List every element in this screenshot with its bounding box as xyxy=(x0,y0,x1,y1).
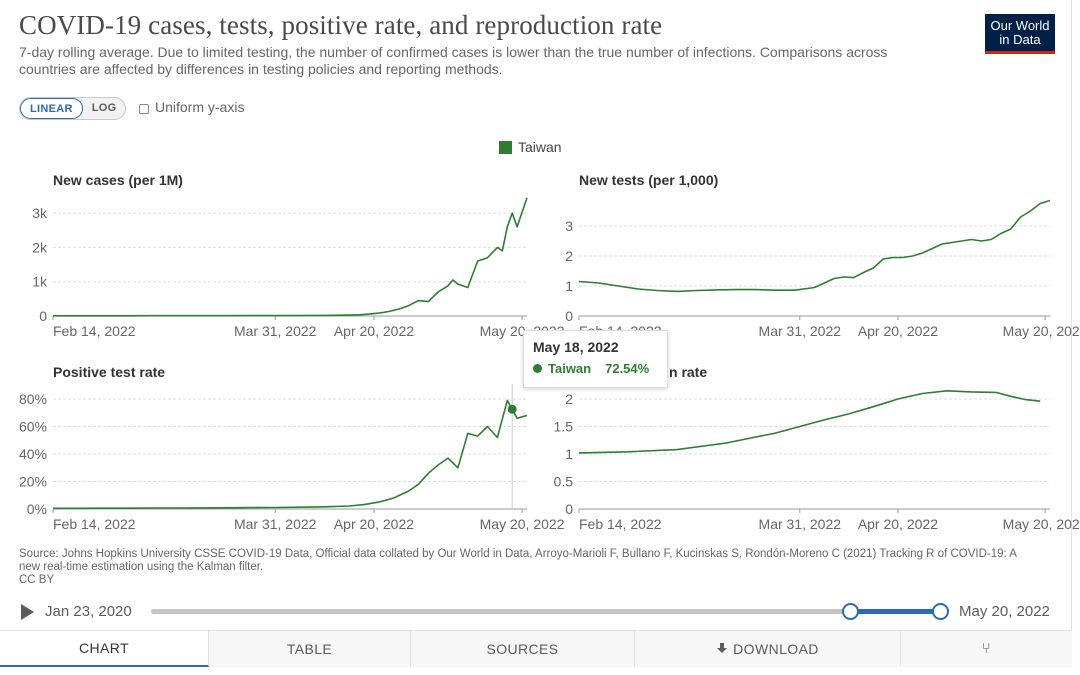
series-line-taiwan[interactable] xyxy=(578,389,1041,454)
panel-title-new-cases: New cases (per 1M) xyxy=(53,172,183,188)
series-line-taiwan[interactable] xyxy=(53,399,528,510)
panel-title-reproduction-rate: n rate xyxy=(669,364,708,380)
timeline-track[interactable] xyxy=(151,603,949,620)
tab-download-label: DOWNLOAD xyxy=(733,641,819,657)
y-tick-label: 1k xyxy=(32,274,48,290)
tab-chart-label: CHART xyxy=(79,640,129,656)
y-tick-label: 3 xyxy=(565,218,573,234)
tab-share[interactable]: ⑂ xyxy=(901,631,1072,667)
tooltip-date: May 18, 2022 xyxy=(533,339,619,355)
x-tick-label: Feb 14, 2022 xyxy=(579,516,662,532)
y-tick-label: 2 xyxy=(565,248,573,264)
chart-panel-0[interactable]: 0 1k 2k 3k Feb 14, 2022 Mar 31, 2022 Apr 20, 2… xyxy=(32,197,565,339)
y-tick-label: 0% xyxy=(27,501,47,517)
y-tick-label: 0 xyxy=(39,308,47,324)
x-tick-label: Mar 31, 2022 xyxy=(234,516,317,532)
chart-subtitle: 7-day rolling average. Due to limited te… xyxy=(19,44,888,77)
y-tick-label: 0 xyxy=(565,308,573,324)
y-tick-label: 60% xyxy=(19,419,47,435)
tab-table[interactable]: TABLE xyxy=(209,631,411,667)
tab-download[interactable]: DOWNLOAD xyxy=(635,631,901,667)
x-tick-label: Apr 20, 2022 xyxy=(334,323,414,339)
x-tick-label: Mar 31, 2022 xyxy=(759,323,842,339)
chart-panel-2[interactable]: 0% 20% 40% 60% 80% Feb 14, 2022 Mar 31, 2022 Ap… xyxy=(19,384,565,532)
x-tick-label: Feb 14, 2022 xyxy=(53,323,136,339)
x-tick-label: Mar 31, 2022 xyxy=(234,323,317,339)
timeline-selected-range xyxy=(850,609,941,614)
share-icon: ⑂ xyxy=(981,640,992,657)
uniform-y-axis-checkbox[interactable] xyxy=(139,104,149,114)
charts-svg[interactable]: 0 1k 2k 3k Feb 14, 2022 Mar 31, 2022 Apr 20, 2… xyxy=(0,0,1080,545)
x-tick-label: May 20, 2022 xyxy=(1003,323,1080,339)
tooltip-value: 72.54% xyxy=(605,361,650,376)
x-tick-label: Feb 14, 2022 xyxy=(53,516,136,532)
y-tick-label: 40% xyxy=(19,446,47,462)
uniform-y-axis-label: Uniform y-axis xyxy=(155,99,245,115)
bottom-tabs: CHART TABLE SOURCES DOWNLOAD ⑂ xyxy=(0,630,1072,667)
tooltip: May 18, 2022 Taiwan 72.54% xyxy=(523,330,668,388)
chart-panel-3[interactable]: 0 0.5 1 1.5 2 Feb 14, 2022 Mar 31, 2022 Apr 20,… xyxy=(554,389,1080,532)
panel-title-new-tests: New tests (per 1,000) xyxy=(579,172,719,188)
y-tick-label: 20% xyxy=(19,474,47,490)
chart-title: COVID-19 cases, tests, positive rate, an… xyxy=(19,10,663,40)
x-tick-label: Apr 20, 2022 xyxy=(858,516,938,532)
x-tick-label: Apr 20, 2022 xyxy=(334,516,414,532)
legend[interactable]: Taiwan xyxy=(499,139,562,155)
legend-swatch xyxy=(499,140,512,154)
y-tick-label: 1.5 xyxy=(554,419,574,435)
timeline-end-handle[interactable] xyxy=(932,603,949,620)
owid-logo[interactable]: Our World in Data xyxy=(985,14,1055,54)
y-tick-label: 0.5 xyxy=(554,474,574,490)
panel-title-positive-rate: Positive test rate xyxy=(53,364,166,380)
y-tick-label: 1 xyxy=(565,278,573,294)
play-icon[interactable] xyxy=(21,604,34,620)
y-tick-label: 2k xyxy=(32,239,48,255)
download-icon xyxy=(716,643,728,655)
source-note: Source: Johns Hopkins University CSSE CO… xyxy=(19,548,1019,587)
scale-toggle[interactable]: LINEAR LOG xyxy=(19,97,127,120)
timeline-start-label: Jan 23, 2020 xyxy=(45,603,132,620)
tab-sources-label: SOURCES xyxy=(486,641,559,657)
tooltip-row: Taiwan 72.54% xyxy=(533,361,658,376)
timeline[interactable]: Jan 23, 2020 May 20, 2022 xyxy=(19,600,1059,624)
series-line-taiwan[interactable] xyxy=(53,197,528,317)
x-tick-label: May 20, 2022 xyxy=(480,516,565,532)
y-tick-label: 2 xyxy=(565,391,573,407)
tooltip-series: Taiwan xyxy=(548,361,592,376)
legend-label: Taiwan xyxy=(518,139,562,155)
tooltip-dot xyxy=(533,364,542,373)
series-line-taiwan[interactable] xyxy=(578,199,1051,293)
timeline-end-label: May 20, 2022 xyxy=(959,603,1050,620)
tab-sources[interactable]: SOURCES xyxy=(411,631,635,667)
timeline-start-handle[interactable] xyxy=(841,603,859,620)
y-tick-label: 1 xyxy=(565,446,573,462)
y-tick-label: 80% xyxy=(19,391,47,407)
x-tick-label: Apr 20, 2022 xyxy=(858,323,938,339)
x-tick-label: Mar 31, 2022 xyxy=(759,516,842,532)
y-tick-label: 3k xyxy=(32,205,48,221)
tab-chart[interactable]: CHART xyxy=(0,631,209,667)
x-tick-label: May 20, 2022 xyxy=(1003,516,1080,532)
linear-scale-button[interactable]: LINEAR xyxy=(20,98,83,119)
uniform-y-axis-toggle[interactable]: Uniform y-axis xyxy=(139,99,244,115)
source-text: Source: Johns Hopkins University CSSE CO… xyxy=(19,548,1017,573)
log-scale-button[interactable]: LOG xyxy=(91,102,117,114)
hover-point[interactable] xyxy=(507,404,517,414)
y-tick-label: 0 xyxy=(565,501,573,517)
tab-table-label: TABLE xyxy=(286,641,333,657)
license-text: CC BY xyxy=(19,574,55,586)
